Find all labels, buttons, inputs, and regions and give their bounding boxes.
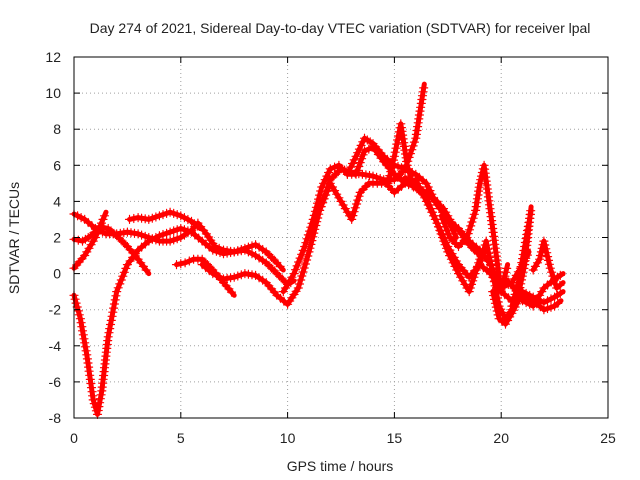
x-tick-label: 0 [70,430,78,446]
y-tick-label: 12 [45,49,61,65]
series-7-line [199,81,427,307]
y-axis-label: SDTVAR / TECUs [6,182,22,294]
series-7-markers [197,83,429,309]
series-17-markers [528,236,565,293]
series-12 [383,119,483,258]
series-1 [69,223,297,419]
series-13 [436,160,512,297]
y-tick-label: -8 [49,410,62,426]
series-9 [315,178,490,297]
x-tick-label: 15 [387,430,403,446]
x-axis-label: GPS time / hours [287,458,394,474]
x-tick-label: 10 [280,430,296,446]
series-17 [528,236,566,293]
series-4 [69,209,110,273]
x-axis-ticks: 0 5 10 15 20 25 [70,57,616,446]
y-tick-label: 8 [53,121,61,137]
series-7 [197,81,429,309]
chart-series-layer [69,81,566,419]
chart-title: Day 274 of 2021, Sidereal Day-to-day VTE… [90,20,591,36]
series-5-markers [124,207,202,231]
y-tick-label: 0 [53,266,61,282]
x-tick-label: 5 [177,430,185,446]
y-axis-ticks: -8 -6 -4 -2 0 2 4 6 8 10 12 [45,49,608,426]
x-tick-label: 20 [493,430,509,446]
y-tick-label: -4 [49,338,62,354]
series-19 [507,207,535,311]
y-tick-label: 10 [45,85,61,101]
series-9-markers [315,178,490,297]
y-tick-label: -2 [49,302,62,318]
y-tick-label: 6 [53,157,61,173]
chart-grid [74,57,608,418]
series-1-line [71,226,297,417]
series-6 [171,254,237,298]
x-tick-label: 25 [600,430,616,446]
series-5 [124,207,203,231]
y-tick-label: 4 [53,193,61,209]
y-tick-label: -6 [49,374,62,390]
y-tick-label: 2 [53,230,61,246]
series-13-markers [436,160,512,297]
series-19-markers [507,209,535,311]
series-12-markers [383,119,482,258]
